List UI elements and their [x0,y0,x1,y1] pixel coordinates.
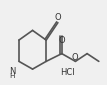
Text: O: O [71,53,78,62]
Text: H: H [9,73,15,79]
Text: O: O [58,36,65,45]
Text: O: O [55,13,61,22]
Text: N: N [9,67,15,76]
Text: HCl: HCl [60,67,74,76]
